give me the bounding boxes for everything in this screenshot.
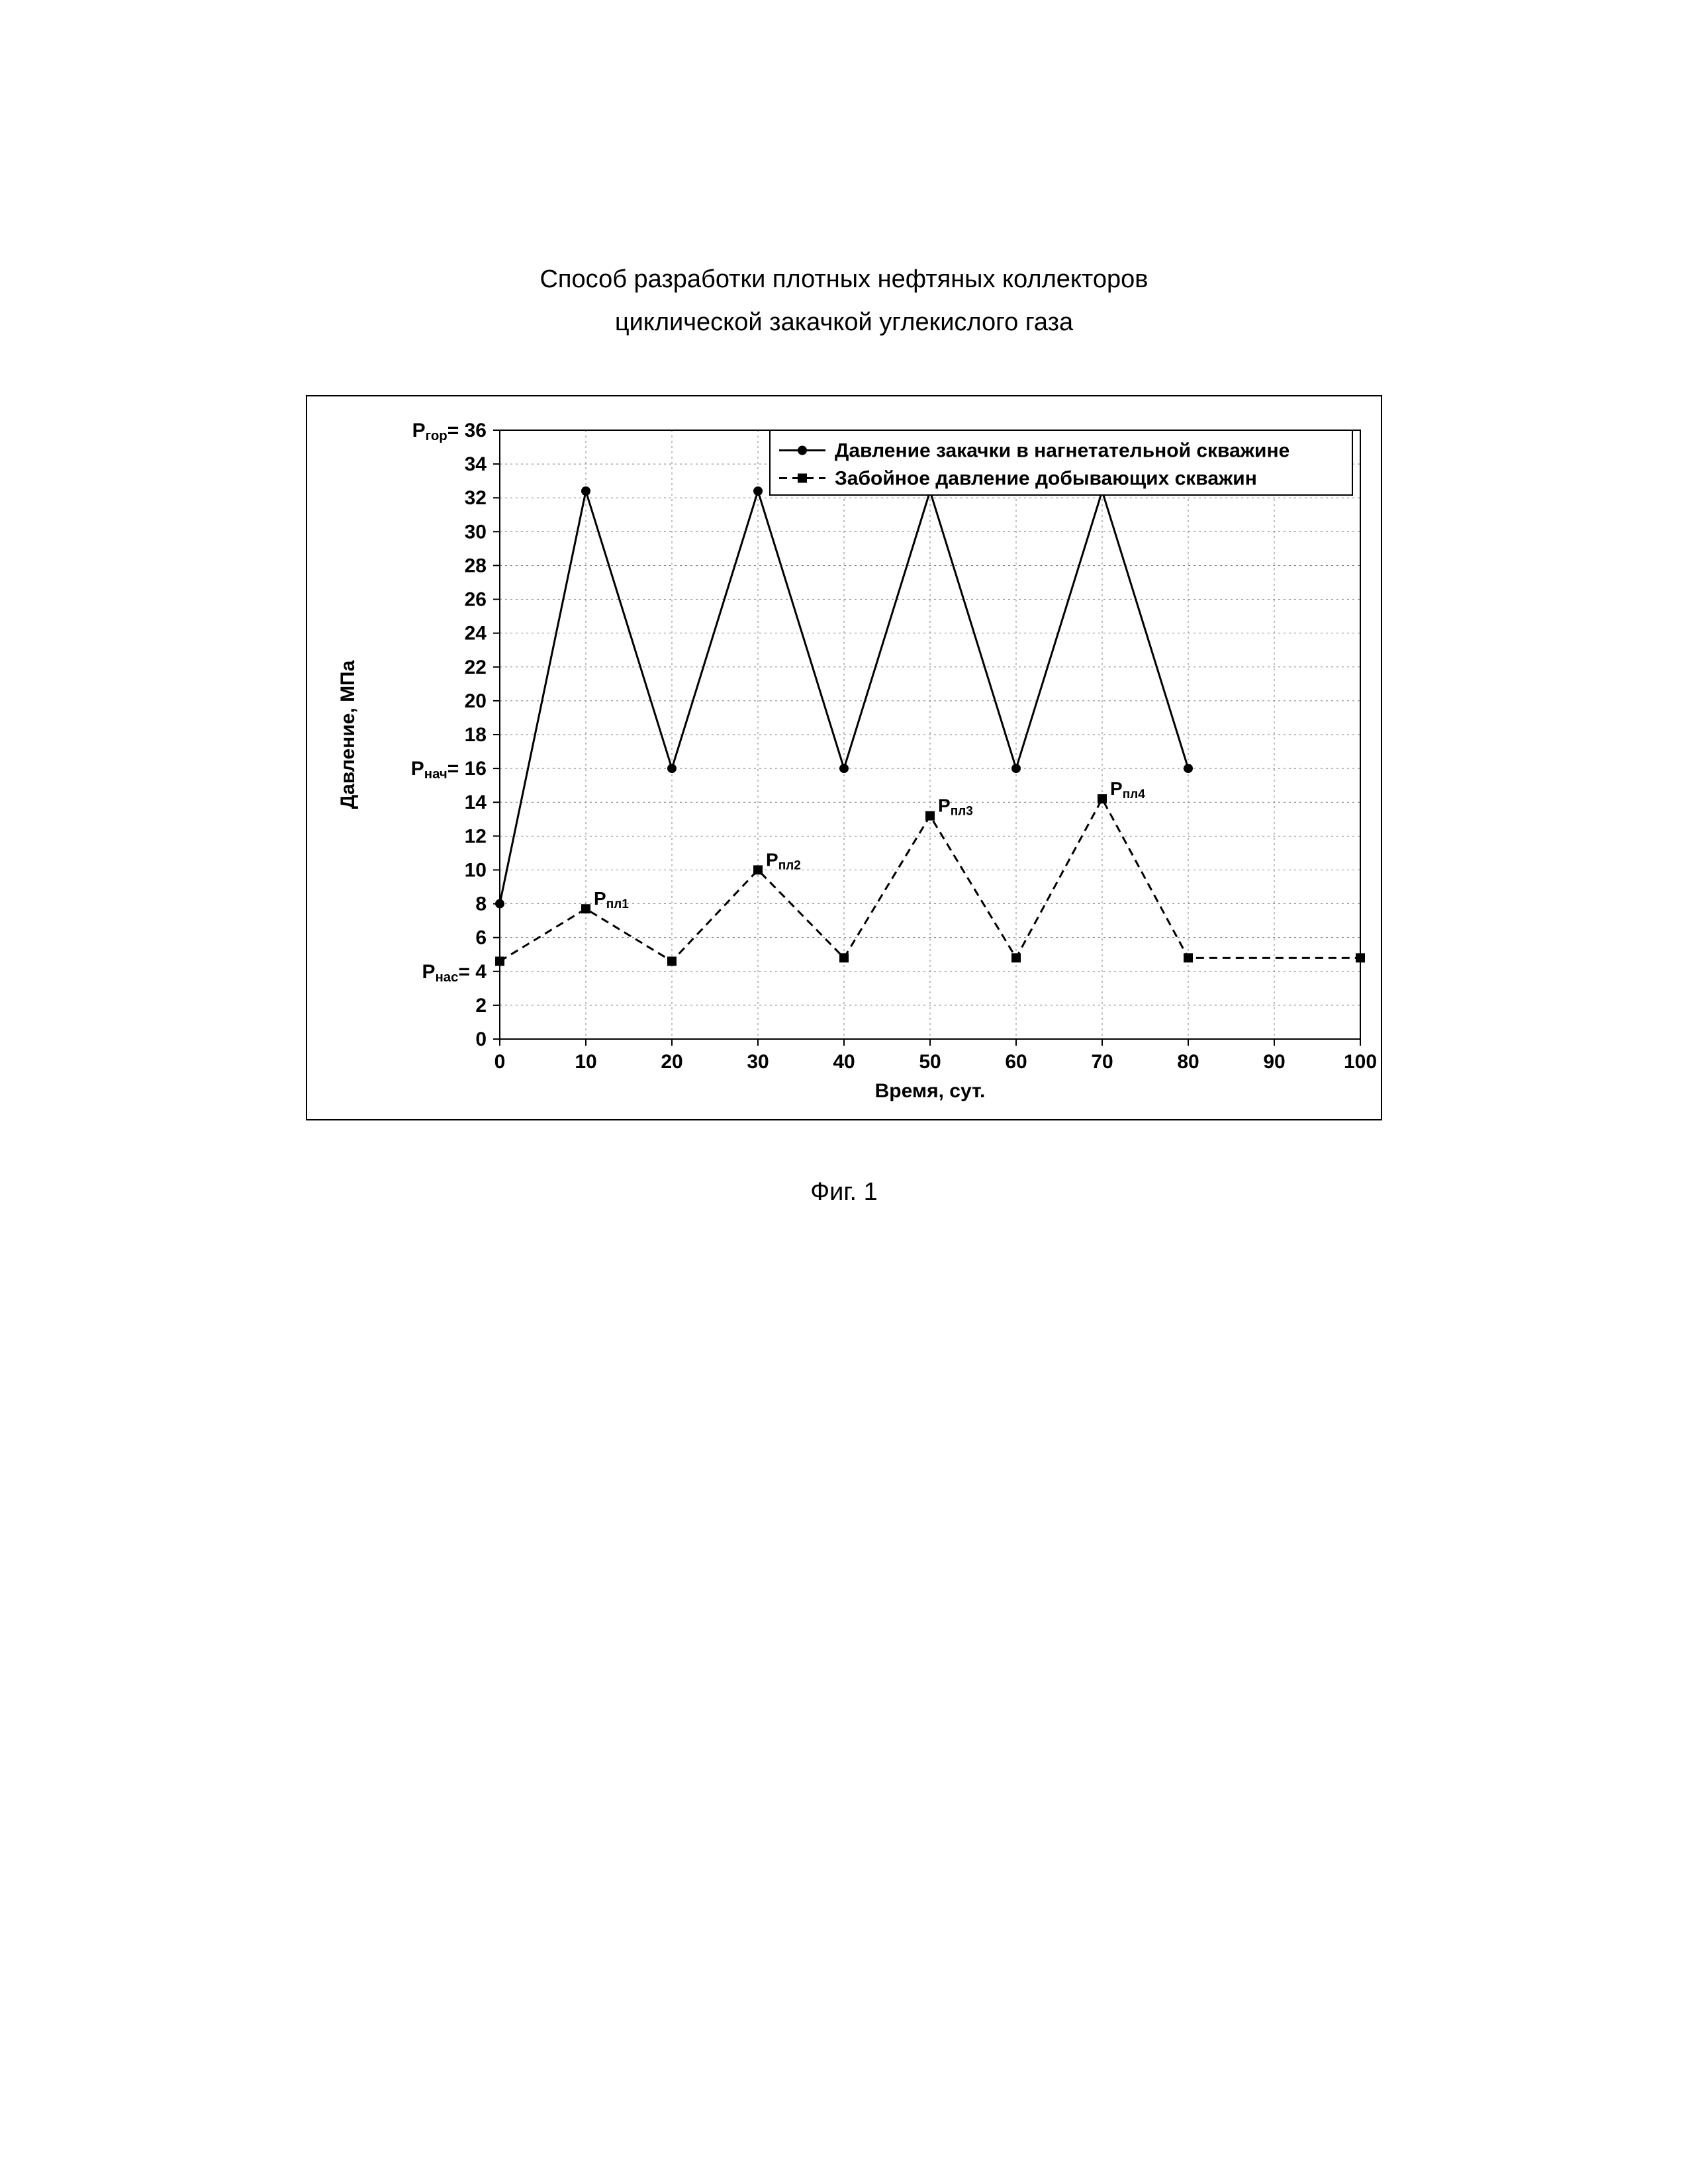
svg-text:40: 40 bbox=[833, 1051, 855, 1073]
svg-text:22: 22 bbox=[465, 657, 487, 678]
svg-text:24: 24 bbox=[465, 623, 487, 645]
svg-text:20: 20 bbox=[661, 1051, 682, 1073]
chart-container: 0102030405060708090100Время, сут.02Рнас=… bbox=[301, 390, 1387, 1125]
svg-text:Давление, МПа: Давление, МПа bbox=[337, 660, 359, 809]
page: Способ разработки плотных нефтяных колле… bbox=[0, 0, 1688, 2184]
svg-text:8: 8 bbox=[475, 893, 487, 915]
pressure-time-chart: 0102030405060708090100Время, сут.02Рнас=… bbox=[301, 390, 1387, 1125]
svg-text:10: 10 bbox=[575, 1051, 596, 1073]
svg-text:12: 12 bbox=[465, 825, 487, 847]
svg-text:30: 30 bbox=[747, 1051, 769, 1073]
svg-text:Забойное давление добывающих с: Забойное давление добывающих скважин bbox=[835, 468, 1257, 490]
svg-text:100: 100 bbox=[1344, 1051, 1377, 1073]
svg-text:0: 0 bbox=[475, 1028, 487, 1050]
svg-text:60: 60 bbox=[1005, 1051, 1027, 1073]
svg-text:2: 2 bbox=[475, 995, 487, 1017]
svg-text:26: 26 bbox=[465, 589, 487, 611]
svg-text:32: 32 bbox=[465, 487, 487, 509]
svg-text:28: 28 bbox=[465, 555, 487, 576]
svg-text:90: 90 bbox=[1263, 1051, 1285, 1073]
svg-text:34: 34 bbox=[465, 453, 487, 475]
svg-text:80: 80 bbox=[1177, 1051, 1199, 1073]
svg-text:6: 6 bbox=[475, 927, 487, 949]
svg-text:Рнач= 16: Рнач= 16 bbox=[411, 758, 487, 782]
svg-text:14: 14 bbox=[465, 792, 487, 813]
title-line-2: циклической закачкой углекислого газа bbox=[0, 301, 1688, 344]
title-line-1: Способ разработки плотных нефтяных колле… bbox=[0, 258, 1688, 301]
svg-text:50: 50 bbox=[919, 1051, 941, 1073]
title-block: Способ разработки плотных нефтяных колле… bbox=[0, 258, 1688, 343]
svg-text:18: 18 bbox=[465, 724, 487, 746]
svg-text:10: 10 bbox=[465, 859, 487, 881]
svg-text:70: 70 bbox=[1091, 1051, 1113, 1073]
figure-caption: Фиг. 1 bbox=[0, 1178, 1688, 1206]
svg-text:Время, сут.: Время, сут. bbox=[875, 1080, 986, 1102]
svg-text:20: 20 bbox=[465, 690, 487, 712]
svg-text:0: 0 bbox=[494, 1051, 506, 1073]
svg-text:Давление закачки в нагнетатель: Давление закачки в нагнетательной скважи… bbox=[835, 440, 1289, 462]
svg-text:30: 30 bbox=[465, 521, 487, 543]
svg-text:Ргор= 36: Ргор= 36 bbox=[412, 420, 487, 443]
